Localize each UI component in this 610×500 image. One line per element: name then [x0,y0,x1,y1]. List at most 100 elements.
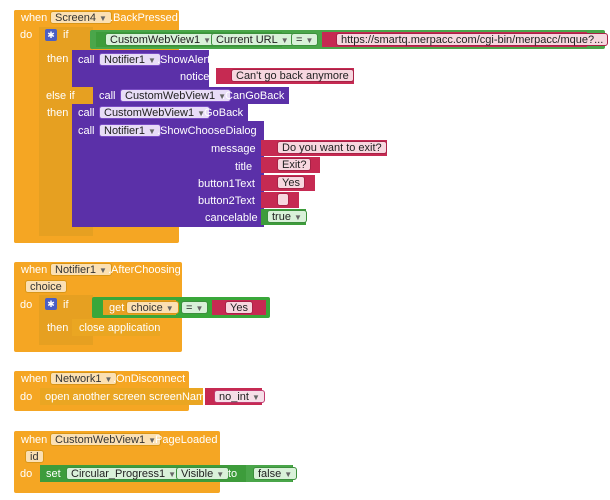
component-dropdown-notifier1[interactable]: Notifier1 ▼ [99,53,161,66]
event-block-body [14,10,41,243]
param-id[interactable]: id [25,450,44,463]
component-dropdown-notifier1[interactable]: Notifier1 ▼ [50,263,112,276]
component-label: Network1 [55,373,102,385]
do-label: do [20,299,33,311]
text-value-button2[interactable] [277,193,289,206]
false-text: false [258,468,282,480]
screen-name-text: no_int [219,391,249,403]
dropdown-arrow-icon: ▼ [251,393,260,402]
notice-label: notice [180,71,210,83]
param-label: choice [30,281,62,293]
dropdown-arrow-icon: ▼ [147,127,156,136]
if-label: if [63,29,69,41]
component-label: CustomWebView1 [110,34,201,46]
dropdown-arrow-icon: ▼ [195,304,204,313]
title-text: Exit? [282,159,307,171]
open-screen-block[interactable] [40,388,203,405]
component-label: Screen4 [55,12,96,24]
event-name: .BackPressed [110,12,178,24]
dropdown-arrow-icon: ▼ [197,109,206,118]
close-application-label: close application [79,322,161,334]
button1-label: button1Text [198,178,255,190]
message-text: Do you want to exit? [282,142,382,154]
method-name: .GoBack [201,107,244,119]
call-label: call [78,54,95,66]
close-application-block[interactable] [72,319,160,336]
screen-dropdown-noint[interactable]: no_int ▼ [214,390,265,403]
component-dropdown-customwebview[interactable]: CustomWebView1 ▼ [99,106,211,119]
if-label: if [63,299,69,311]
open-screen-label: open another screen screenName [45,391,212,403]
cancelable-label: cancelable [205,212,258,224]
variable-label: choice [131,302,163,314]
component-label: Notifier1 [104,54,145,66]
dropdown-arrow-icon: ▼ [284,470,293,479]
text-value-url[interactable]: https://smartq.merpacc.com/cgi-bin/merpa… [336,33,609,46]
component-dropdown-customwebview[interactable]: CustomWebView1 ▼ [120,89,232,102]
event-name: .OnDisconnect [113,373,186,385]
text-value-message[interactable]: Do you want to exit? [277,141,387,154]
event-name: .PageLoaded [152,434,218,446]
event-name: .AfterChoosing [108,264,181,276]
dropdown-arrow-icon: ▼ [168,470,177,479]
gear-icon[interactable]: ✱ [45,298,57,310]
text-value-title[interactable]: Exit? [277,158,312,171]
call-label: call [78,125,95,137]
dropdown-arrow-icon: ▼ [148,436,157,445]
dropdown-arrow-icon: ▼ [104,375,113,384]
dropdown-arrow-icon: ▼ [98,266,107,275]
component-dropdown-network1[interactable]: Network1 ▼ [50,372,118,385]
property-label: Current URL [216,34,278,46]
call-label: call [78,107,95,119]
operator-dropdown-equals[interactable]: = ▼ [291,33,319,46]
when-label: when [21,434,48,446]
boolean-value-false[interactable]: false ▼ [253,467,298,480]
gear-icon[interactable]: ✱ [45,29,57,41]
param-choice[interactable]: choice [25,280,67,293]
property-dropdown-currenturl[interactable]: Current URL ▼ [211,33,294,46]
else-if-label: else if [46,90,75,102]
component-label: CustomWebView1 [104,107,195,119]
dropdown-arrow-icon: ▼ [218,92,227,101]
component-dropdown-circularprogress[interactable]: Circular_Progress1 ▼ [66,467,182,480]
title-label: title [235,161,253,173]
component-label: Circular_Progress1 [71,468,166,480]
call-label: call [99,90,116,102]
component-dropdown-customwebview1[interactable]: CustomWebView1 ▼ [50,433,162,446]
method-name: .CanGoBack [222,90,285,102]
operator-label: = [186,302,193,314]
call-block-showchoosedialog[interactable] [72,121,264,227]
then-label: then [47,322,69,334]
text-value-button1[interactable]: Yes [277,176,305,189]
when-label: when [21,264,48,276]
cancelable-text: true [272,211,291,223]
text-value-notice[interactable]: Can't go back anymore [231,69,354,82]
when-label: when [21,373,48,385]
component-label: Notifier1 [55,264,96,276]
dropdown-arrow-icon: ▼ [305,36,314,45]
boolean-value-cancelable[interactable]: true ▼ [267,210,307,223]
do-label: do [20,391,33,403]
get-label: get [109,302,125,314]
operator-label: = [296,34,303,46]
message-label: message [211,143,256,155]
operator-dropdown-equals[interactable]: = ▼ [181,301,209,314]
dropdown-arrow-icon: ▼ [147,56,156,65]
to-label: to [228,468,238,480]
property-dropdown-visible[interactable]: Visible ▼ [176,467,230,480]
dropdown-arrow-icon: ▼ [203,36,212,45]
param-label: id [30,451,39,463]
when-label: when [21,12,48,24]
component-dropdown-notifier1[interactable]: Notifier1 ▼ [99,124,161,137]
method-name: .ShowChooseDialog [157,125,257,137]
component-dropdown-customwebview[interactable]: CustomWebView1 ▼ [105,33,217,46]
component-label: Notifier1 [104,125,145,137]
variable-dropdown-choice[interactable]: choice ▼ [126,301,179,314]
do-label: do [20,468,33,480]
then-label: then [47,53,69,65]
dropdown-arrow-icon: ▼ [280,36,289,45]
button2-label: button2Text [198,195,255,207]
component-dropdown-screen4[interactable]: Screen4 ▼ [50,11,112,24]
text-value-yes[interactable]: Yes [225,301,253,314]
dropdown-arrow-icon: ▼ [98,14,107,23]
